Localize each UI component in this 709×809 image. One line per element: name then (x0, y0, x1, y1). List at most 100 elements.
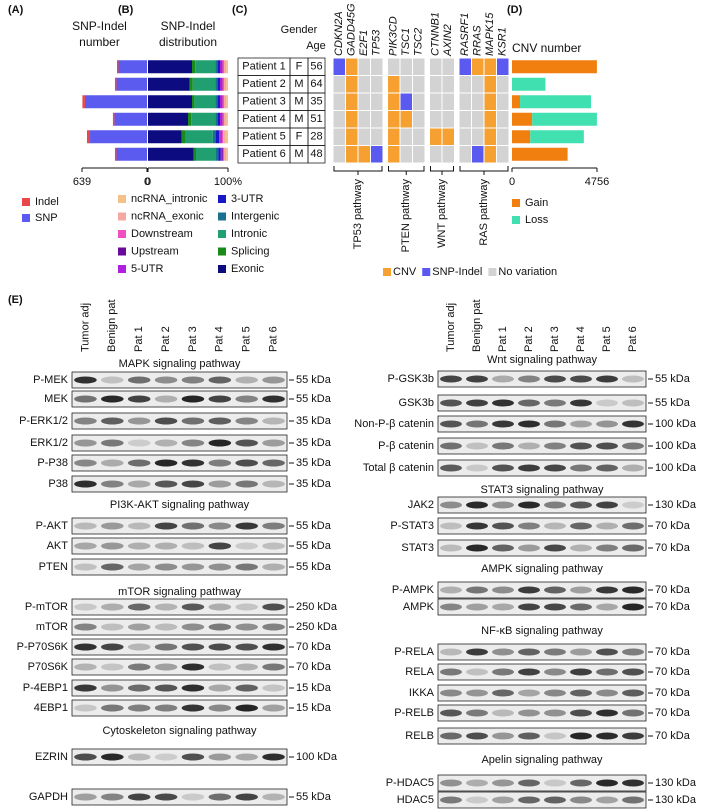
blot-band (622, 709, 644, 717)
bar-segment (196, 147, 216, 161)
bar-segment (224, 112, 227, 126)
variant-cell (471, 75, 485, 94)
bar-segment (221, 130, 224, 144)
size-label: 250 kDa (296, 621, 338, 633)
table-text: Patient 1 (242, 61, 285, 73)
legend-swatch (512, 216, 520, 224)
blot-band (466, 399, 488, 407)
blot-band (262, 704, 285, 712)
gene-label: CDKN2A (333, 11, 345, 56)
x-tick-label: 4756 (585, 176, 609, 188)
bar-segment (221, 77, 223, 91)
blot-band (74, 480, 97, 488)
protein-label: P-RELB (394, 707, 434, 719)
bar-segment (226, 95, 228, 109)
x-tick-label: 639 (73, 176, 91, 188)
blot-band (466, 375, 488, 383)
blot-band (570, 732, 592, 740)
legend-swatch (488, 268, 497, 276)
pathway-title: MAPK signaling pathway (119, 358, 241, 370)
variant-cell (441, 92, 455, 111)
blot-band (74, 623, 97, 631)
variant-cell (458, 75, 472, 94)
panel-label: (D) (507, 4, 523, 16)
blot-band (492, 501, 514, 509)
panel-label: (A) (8, 4, 24, 16)
variant-cell (332, 110, 346, 129)
blot-band (127, 643, 151, 651)
blot-band (622, 668, 644, 676)
blot-band (154, 480, 178, 488)
bar-segment (181, 130, 186, 144)
bar-segment (223, 130, 226, 144)
blot-band (154, 793, 178, 801)
protein-label: P-ERK1/2 (19, 415, 68, 427)
variant-cell (370, 110, 384, 129)
bar-segment (220, 60, 222, 74)
bar-segment (193, 147, 196, 161)
blot-band (596, 464, 618, 472)
bar-segment (222, 77, 224, 91)
bar-segment (224, 60, 227, 74)
legend-swatch (218, 265, 226, 273)
blot-band (208, 439, 232, 447)
blot-band (101, 376, 124, 384)
variant-cell (399, 127, 413, 146)
blot-band (181, 663, 205, 671)
pathway-label: RAS pathway (478, 179, 490, 246)
blot-band (154, 439, 178, 447)
blot-band (235, 563, 258, 571)
blot-band (518, 586, 540, 594)
pathway-title: NF-κB signaling pathway (481, 625, 603, 637)
blot-band (208, 459, 232, 467)
size-label: 55 kDa (296, 520, 332, 532)
blot-band (101, 643, 124, 651)
bar-segment (112, 112, 115, 126)
blot-band (262, 663, 285, 671)
variant-cell (387, 75, 401, 94)
blot-band (235, 480, 258, 488)
legend-label: ncRNA_intronic (131, 193, 208, 205)
blot-band (208, 522, 232, 530)
blot-band (570, 442, 592, 450)
table-text: 64 (310, 78, 322, 90)
blot-band (518, 501, 540, 509)
legend-label: Exonic (231, 263, 265, 275)
lane-label: Pat 6 (627, 326, 639, 352)
blot-band (440, 779, 462, 787)
size-label: 55 kDa (296, 393, 332, 405)
blot-band (440, 501, 462, 509)
blot-band (622, 796, 644, 804)
bar-segment (512, 60, 597, 74)
protein-label: GSK3b (399, 397, 434, 409)
blot-band (181, 753, 205, 761)
blot-band (570, 586, 592, 594)
variant-cell (496, 92, 510, 111)
blot-band (208, 603, 232, 611)
protein-label: RELA (405, 666, 434, 678)
bar-segment (189, 77, 193, 91)
size-label: 35 kDa (296, 478, 332, 490)
size-label: 70 kDa (655, 707, 691, 719)
blot-band (596, 796, 618, 804)
bar-segment (224, 147, 227, 161)
gene-label: RASRF1 (459, 13, 471, 56)
protein-label: AMPK (403, 601, 435, 613)
blot-band (101, 793, 124, 801)
pathway-bracket (430, 166, 454, 175)
bar-segment (220, 130, 222, 144)
blot-strip (437, 459, 647, 477)
variant-cell (357, 57, 371, 76)
table-text: Patient 6 (242, 148, 285, 160)
variant-cell (345, 127, 359, 146)
blot-band (544, 464, 566, 472)
blot-band (570, 648, 592, 656)
blot-band (466, 668, 488, 676)
bar-segment (215, 95, 218, 109)
size-label: 55 kDa (296, 791, 332, 803)
size-label: 70 kDa (655, 646, 691, 658)
blot-band (208, 793, 232, 801)
blot-band (622, 779, 644, 787)
pathway-label: TP53 pathway (352, 179, 364, 250)
lane-label: Pat 4 (214, 326, 226, 352)
